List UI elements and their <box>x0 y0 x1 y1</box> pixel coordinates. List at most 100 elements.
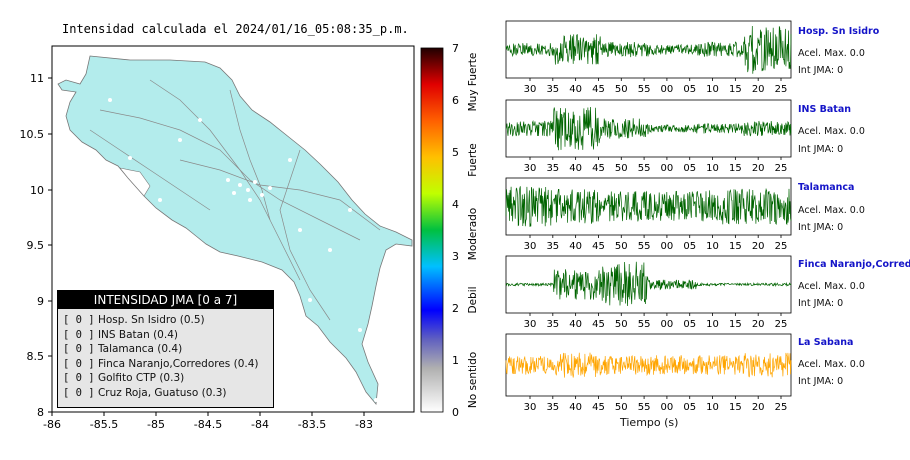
waveform-tick-label: 00 <box>661 84 674 95</box>
waveform-tick-label: 30 <box>524 319 537 330</box>
station-jma: Int JMA: 0 <box>798 298 844 309</box>
station-name: Talamanca <box>798 182 855 193</box>
station-jma: Int JMA: 0 <box>798 144 844 155</box>
legend-level: [ 0 ] <box>63 328 95 341</box>
waveform-tick-label: 10 <box>706 319 719 330</box>
legend-text: Cruz Roja, Guatuso (0.3) <box>97 386 227 399</box>
waveform-tick-label: 25 <box>775 84 788 95</box>
waveform-tick-label: 35 <box>546 163 559 174</box>
waveform-tick-label: 50 <box>615 163 628 174</box>
colorbar-tick: 7 <box>452 42 459 55</box>
waveform-tick-label: 15 <box>729 84 742 95</box>
waveform-tick-label: 20 <box>752 84 765 95</box>
waveform-tick-label: 25 <box>775 402 788 413</box>
map-y-tick: 8.5 <box>27 350 45 363</box>
waveform-tick-label: 50 <box>615 241 628 252</box>
waveform-tick-label: 50 <box>615 84 628 95</box>
waveform-tick-label: 35 <box>546 84 559 95</box>
waveform-tick-label: 55 <box>638 241 651 252</box>
waveform-tick-label: 20 <box>752 402 765 413</box>
waveform-tick-label: 10 <box>706 241 719 252</box>
waveform-tick-label: 00 <box>661 163 674 174</box>
waveform-tick-label: 35 <box>546 319 559 330</box>
map-y-tick: 9 <box>37 295 44 308</box>
waveform-tick-label: 50 <box>615 319 628 330</box>
map-y-tick: 8 <box>37 406 44 419</box>
colorbar-tick: 6 <box>452 94 459 107</box>
waveform-tick-label: 10 <box>706 402 719 413</box>
waveform-tick-label: 25 <box>775 241 788 252</box>
waveform-tick-label: 15 <box>729 319 742 330</box>
waveform-tick-label: 55 <box>638 84 651 95</box>
waveform-tick-label: 35 <box>546 241 559 252</box>
map-y-tick: 10 <box>30 184 44 197</box>
legend-text: Finca Naranjo,Corredores (0.4) <box>97 357 259 370</box>
waveform-tick-label: 20 <box>752 163 765 174</box>
waveform-tick-label: 20 <box>752 241 765 252</box>
map-x-tick: -84 <box>251 418 269 431</box>
waveform-tick-label: 15 <box>729 241 742 252</box>
waveform-tick-label: 00 <box>661 402 674 413</box>
legend-level: [ 0 ] <box>63 343 95 355</box>
map-x-tick: -86 <box>43 418 61 431</box>
waveform-tick-label: 40 <box>569 84 582 95</box>
map-title: Intensidad calculada el 2024/01/16_05:08… <box>62 22 409 36</box>
map-x-tick: -85.5 <box>90 418 118 431</box>
station-name: Hosp. Sn Isidro <box>798 26 880 37</box>
waveform-tick-label: 30 <box>524 241 537 252</box>
colorbar-tick: 2 <box>452 302 459 315</box>
legend-item: [ 0 ] INS Batan (0.4) <box>58 328 273 343</box>
station-name: Finca Naranjo,Corredor <box>798 259 910 270</box>
waveform-tick-label: 10 <box>706 163 719 174</box>
legend-text: Talamanca (0.4) <box>97 343 183 355</box>
legend-level: [ 0 ] <box>63 372 95 384</box>
legend-item: [ 0 ] Finca Naranjo,Corredores (0.4) <box>58 357 273 372</box>
waveform-tick-label: 40 <box>569 241 582 252</box>
legend-item: [ 0 ] Talamanca (0.4) <box>58 342 273 357</box>
waveform-tick-label: 15 <box>729 402 742 413</box>
legend-item: [ 0 ] Hosp. Sn Isidro (0.5) <box>58 313 273 328</box>
station-markers <box>108 98 378 402</box>
legend-level: [ 0 ] <box>63 314 95 326</box>
station-accel: Acel. Max. 0.0 <box>798 281 865 292</box>
legend-level: [ 0 ] <box>63 357 95 370</box>
waveform-trace <box>505 186 792 227</box>
waveform-trace <box>505 106 792 151</box>
waveform-tick-label: 05 <box>683 163 696 174</box>
intensity-legend: INTENSIDAD JMA [0 a 7] [ 0 ] Hosp. Sn Is… <box>57 290 274 408</box>
waveform-tick-label: 45 <box>592 84 605 95</box>
waveform-tick-label: 40 <box>569 163 582 174</box>
waveform-tick-label: 25 <box>775 163 788 174</box>
map-y-tick: 11 <box>30 72 44 85</box>
waveform-tick-label: 55 <box>638 163 651 174</box>
station-jma: Int JMA: 0 <box>798 222 844 233</box>
waveform-tick-label: 45 <box>592 402 605 413</box>
waveform-tick-label: 30 <box>524 84 537 95</box>
colorbar-label: No sentido <box>467 352 479 408</box>
legend-level: [ 0 ] <box>63 386 95 399</box>
map-y-tick: 10.5 <box>20 128 45 141</box>
waveform-tick-label: 25 <box>775 319 788 330</box>
station-jma: Int JMA: 0 <box>798 376 844 387</box>
waveform-tick-label: 05 <box>683 402 696 413</box>
colorbar-label: Fuerte <box>467 143 479 176</box>
station-accel: Acel. Max. 0.0 <box>798 205 865 216</box>
colorbar-tick: 3 <box>452 250 459 263</box>
map-y-axis <box>48 77 52 413</box>
time-axis-label: Tiempo (s) <box>620 416 679 429</box>
waveform-tick-label: 15 <box>729 163 742 174</box>
map-x-tick: -83.5 <box>298 418 326 431</box>
waveform-tick-label: 30 <box>524 163 537 174</box>
station-jma: Int JMA: 0 <box>798 65 844 76</box>
legend-text: Hosp. Sn Isidro (0.5) <box>97 314 205 326</box>
colorbar-tick: 0 <box>452 406 459 419</box>
map-x-tick: -83 <box>355 418 373 431</box>
waveform-tick-label: 40 <box>569 402 582 413</box>
colorbar-tick: 1 <box>452 354 459 367</box>
waveform-tick-label: 50 <box>615 402 628 413</box>
map-x-axis <box>51 412 365 416</box>
legend-item: [ 0 ] Golfito CTP (0.3) <box>58 371 273 386</box>
waveform-tick-label: 55 <box>638 319 651 330</box>
map-x-tick: -85 <box>147 418 165 431</box>
waveform-tick-label: 00 <box>661 319 674 330</box>
